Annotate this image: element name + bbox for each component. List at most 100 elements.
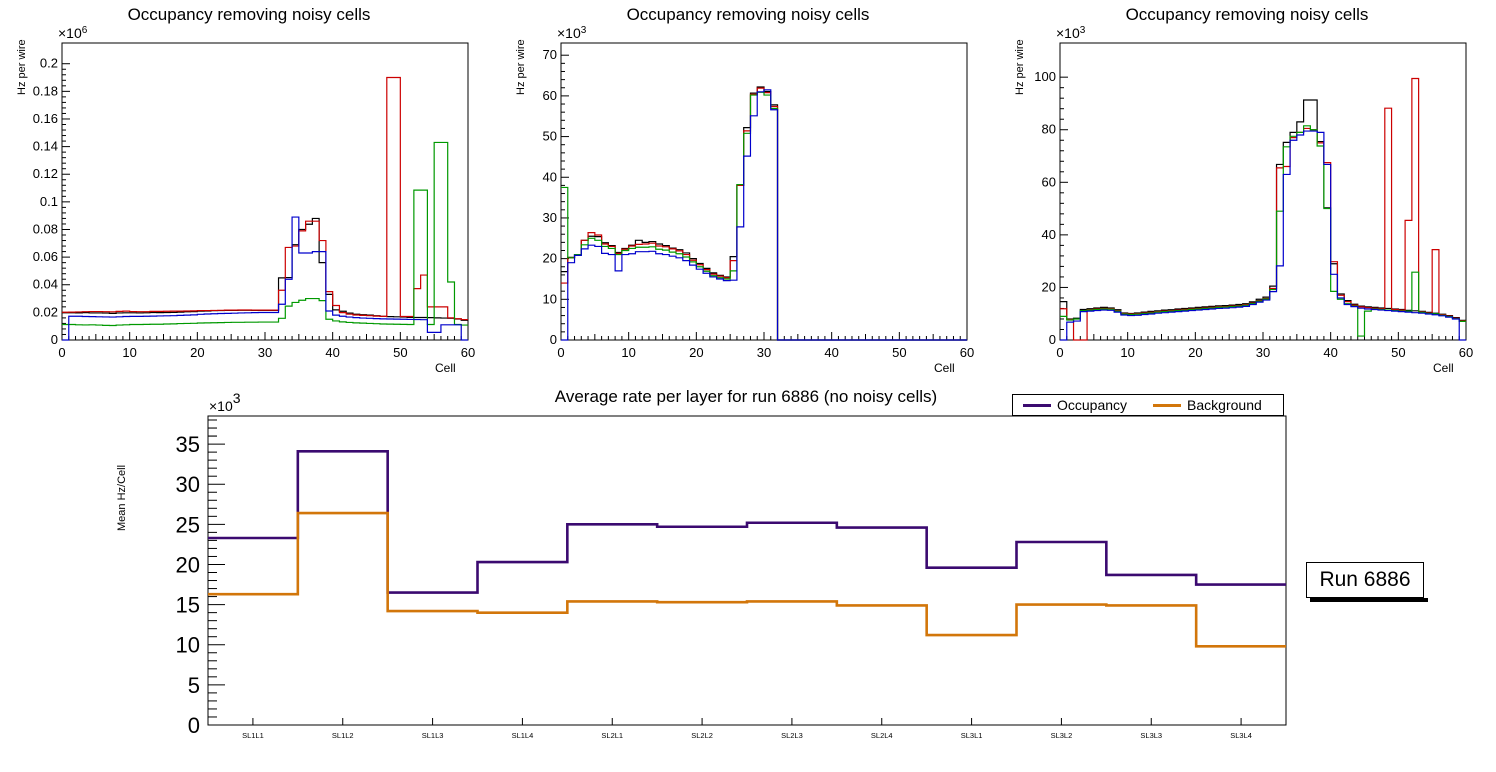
y-tick-label: 20	[1042, 279, 1056, 294]
bin-label: SL1L4	[512, 731, 534, 740]
panel-4-exponent: ×103	[209, 390, 241, 414]
y-tick-label: 20	[543, 251, 557, 266]
bin-label: SL3L2	[1051, 731, 1073, 740]
x-tick-label: 30	[757, 345, 771, 360]
panel-3-exponent: ×103	[1056, 25, 1086, 41]
histogram-series-green	[62, 141, 468, 327]
plot-panel-4: Average rate per layer for run 6886 (no …	[0, 381, 1496, 772]
bin-label: SL3L1	[961, 731, 983, 740]
run-annotation-shadow	[1310, 598, 1428, 602]
y-tick-label: 0	[550, 332, 557, 347]
y-tick-label: 30	[176, 472, 200, 497]
x-tick-label: 20	[689, 345, 703, 360]
y-tick-label: 0.12	[33, 166, 58, 181]
y-tick-label: 35	[176, 432, 200, 457]
x-tick-label: 20	[1188, 345, 1202, 360]
plot-panel-3: Occupancy removing noisy cells Hz per wi…	[998, 0, 1496, 380]
histogram-series-green	[561, 91, 967, 341]
panel-3-ylabel: Hz per wire	[1014, 39, 1026, 95]
y-tick-label: 0.18	[33, 83, 58, 98]
panel-1-ylabel: Hz per wire	[16, 39, 28, 95]
y-tick-label: 25	[176, 512, 200, 537]
x-tick-label: 30	[1256, 345, 1270, 360]
bin-label: SL1L1	[242, 731, 264, 740]
y-tick-label: 60	[543, 88, 557, 103]
x-tick-label: 20	[190, 345, 204, 360]
x-tick-label: 0	[1056, 345, 1063, 360]
legend-swatch-background	[1153, 403, 1182, 407]
histogram-series-red	[62, 76, 468, 321]
panel-2-plot-area: 0 10 20 30 40 50 60 70 0 10 20 30 40 50 60	[543, 42, 974, 360]
x-tick-label: 50	[1391, 345, 1405, 360]
run-annotation-label: Run 6886	[1319, 568, 1411, 591]
legend-swatch-occupancy	[1023, 403, 1051, 407]
bin-label: SL2L1	[601, 731, 623, 740]
panel-4-title: Average rate per layer for run 6886 (no …	[555, 387, 937, 406]
x-tick-label: 60	[461, 345, 475, 360]
bin-label: SL3L4	[1230, 731, 1252, 740]
y-tick-label: 100	[1034, 69, 1056, 84]
legend-label-background: Background	[1187, 397, 1262, 413]
x-tick-label: 50	[892, 345, 906, 360]
y-tick-label: 0.06	[33, 249, 58, 264]
legend-entry-occupancy: Occupancy	[1013, 397, 1127, 413]
panel-2-xlabel: Cell	[934, 361, 955, 375]
panel-1-plot-area: 0 0.02 0.04 0.06 0.08 0.1 0.12 0.14 0.16 0.18 0.2 0…	[33, 42, 475, 360]
panel-2-ylabel: Hz per wire	[515, 39, 527, 95]
y-tick-label: 0.14	[33, 139, 58, 154]
y-tick-label: 0.02	[33, 304, 58, 319]
y-tick-label: 10	[176, 633, 200, 658]
histogram-series-red	[561, 87, 967, 341]
y-tick-label: 50	[543, 129, 557, 144]
y-tick-label: 0.1	[40, 194, 58, 209]
bin-label: SL2L4	[871, 731, 893, 740]
legend-entry-background: Background	[1127, 397, 1262, 413]
bin-label: SL1L2	[332, 731, 354, 740]
y-tick-label: 40	[543, 169, 557, 184]
y-tick-label: 5	[188, 673, 200, 698]
y-tick-label: 10	[543, 291, 557, 306]
panel-3-plot-area: 0 20 40 60 80 100 0 10 20 30 40 50 60	[1034, 42, 1473, 360]
histogram-series-blue	[1060, 130, 1466, 341]
legend-label-occupancy: Occupancy	[1057, 397, 1128, 413]
y-tick-label: 0.08	[33, 221, 58, 236]
panel-3-title: Occupancy removing noisy cells	[1126, 5, 1369, 24]
panel-2-exponent: ×103	[557, 25, 587, 41]
histogram-series-black	[62, 217, 468, 321]
y-tick-label: 0	[51, 332, 58, 347]
y-tick-label: 0	[1049, 332, 1056, 347]
y-tick-label: 0.2	[40, 56, 58, 71]
x-tick-label: 40	[325, 345, 339, 360]
histogram-series-blue	[62, 216, 468, 341]
histogram-series-blue	[561, 89, 967, 341]
x-tick-label: 10	[122, 345, 136, 360]
panel-4-plot-area: 0 5 10 15 20 25 30 35 SL1L1 SL1L2 SL1L3 SL1L4 SL2L1 S…	[176, 415, 1287, 740]
x-tick-label: 0	[557, 345, 564, 360]
bin-label: SL3L3	[1140, 731, 1162, 740]
x-tick-label: 40	[1323, 345, 1337, 360]
y-tick-label: 20	[176, 552, 200, 577]
bin-label: SL2L2	[691, 731, 713, 740]
y-tick-label: 15	[176, 593, 200, 618]
run-annotation-box: Run 6886	[1306, 562, 1424, 598]
y-tick-label: 0	[188, 713, 200, 738]
panel-3-xlabel: Cell	[1433, 361, 1454, 375]
x-tick-label: 30	[258, 345, 272, 360]
y-tick-label: 0.04	[33, 277, 58, 292]
x-tick-label: 60	[1459, 345, 1473, 360]
x-tick-label: 50	[393, 345, 407, 360]
bin-label: SL2L3	[781, 731, 803, 740]
x-tick-label: 40	[824, 345, 838, 360]
y-tick-label: 60	[1042, 174, 1056, 189]
histogram-series-black	[561, 86, 967, 341]
y-tick-label: 80	[1042, 122, 1056, 137]
x-tick-label: 10	[621, 345, 635, 360]
plot-panel-1: Occupancy removing noisy cells Hz per wi…	[0, 0, 498, 380]
x-tick-label: 60	[960, 345, 974, 360]
layer-series-background	[208, 511, 1286, 648]
panel-1-exponent: ×106	[58, 25, 88, 41]
plot-panel-2: Occupancy removing noisy cells Hz per wi…	[499, 0, 997, 380]
y-tick-label: 0.16	[33, 111, 58, 126]
bin-label: SL1L3	[422, 731, 444, 740]
